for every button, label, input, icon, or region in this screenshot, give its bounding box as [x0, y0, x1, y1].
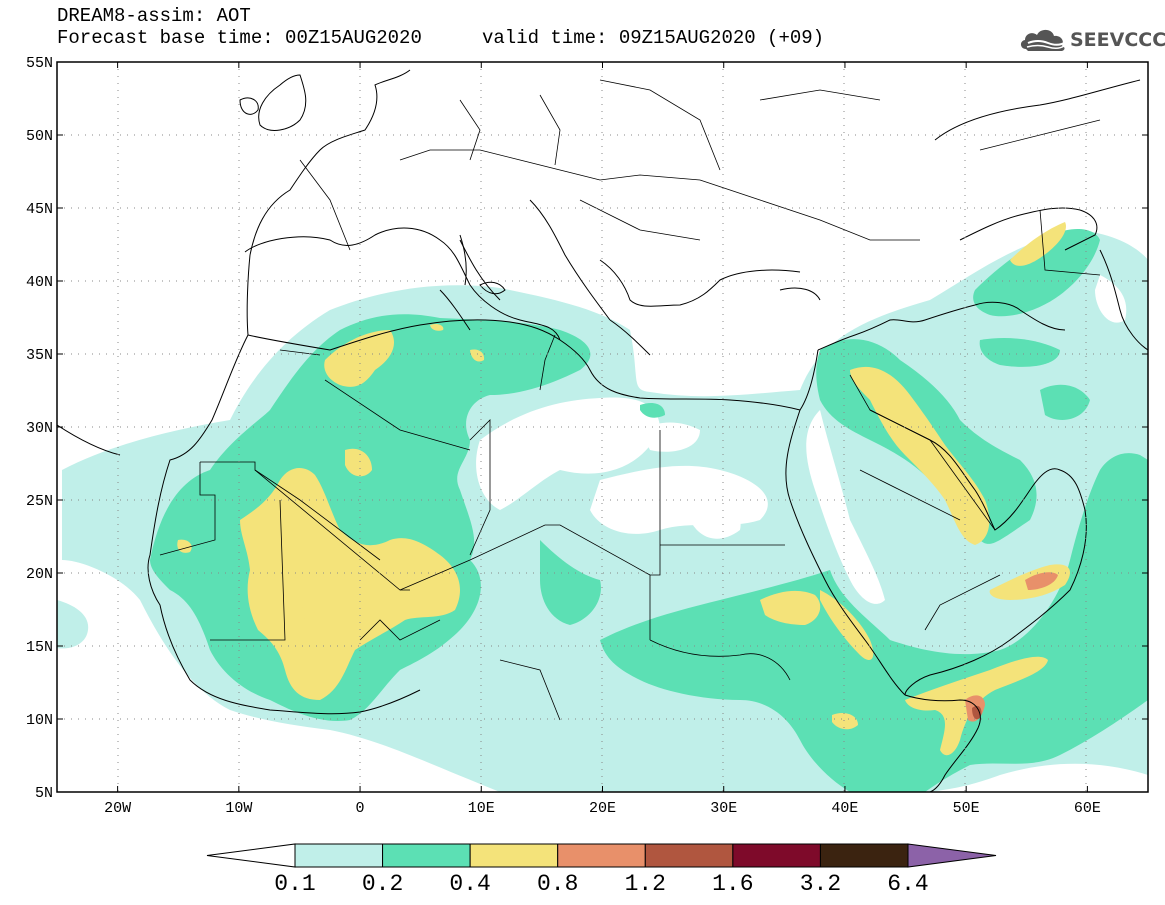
colorbar-label: 6.4 — [887, 871, 929, 897]
colorbar-label: 3.2 — [799, 871, 842, 897]
lon-label-60e: 60E — [1074, 800, 1101, 817]
longitude-labels: 20W 10W 0 10E 20E 30E 40E 50E 60E — [104, 800, 1101, 817]
logo-text: SEEVCCC — [1070, 29, 1165, 51]
aot-fields — [57, 62, 1148, 792]
aot-below-0-1 — [476, 275, 1127, 604]
lon-label-20w: 20W — [104, 800, 131, 817]
lat-label-35n: 35N — [26, 347, 53, 364]
seevccc-logo: SEEVCCC — [1018, 25, 1165, 55]
cloud-icon — [1020, 29, 1067, 51]
lat-label-5n: 5N — [35, 785, 53, 802]
map-title: DREAM8-assim: AOT — [57, 5, 251, 27]
colorbar-swatch-1.6 — [732, 843, 821, 868]
colorbar — [206, 843, 997, 868]
lon-label-50e: 50E — [953, 800, 980, 817]
colorbar-low-arrow — [206, 843, 296, 868]
colorbar-label: 1.2 — [624, 871, 666, 897]
coastlines — [57, 199, 1148, 792]
colorbar-swatch-1.2 — [644, 843, 734, 868]
colorbar-high-arrow — [907, 843, 997, 868]
colorbar-label: 1.6 — [712, 871, 754, 897]
colorbar-label: 0.2 — [361, 871, 404, 897]
lat-label-30n: 30N — [26, 420, 53, 437]
lon-label-20e: 20E — [589, 800, 616, 817]
axis-ticks — [57, 61, 1148, 793]
lat-label-20n: 20N — [26, 566, 53, 583]
lon-label-0: 0 — [356, 800, 365, 817]
aot-level-0-4 — [177, 222, 1070, 756]
latitude-labels: 55N 50N 45N 40N 35N 30N 25N 20N 15N 10N 5N — [26, 55, 53, 802]
lat-label-25n: 25N — [26, 493, 53, 510]
lat-label-45n: 45N — [26, 201, 53, 218]
colorbar-label: 0.4 — [449, 871, 491, 897]
colorbar-label: 0.8 — [536, 871, 579, 897]
lon-label-30e: 30E — [710, 800, 737, 817]
lat-label-50n: 50N — [26, 128, 53, 145]
country-borders — [159, 79, 1101, 721]
colorbar-label: 0.1 — [274, 871, 316, 897]
aot-level-1-2 — [972, 705, 982, 720]
colorbar-swatch-0.8 — [557, 843, 646, 868]
forecast-base-time: Forecast base time: 00Z15AUG2020 — [57, 27, 422, 49]
lat-label-55n: 55N — [26, 55, 53, 72]
europe-coastlines — [239, 69, 1141, 331]
valid-time: valid time: 09Z15AUG2020 (+09) — [482, 27, 825, 49]
colorbar-swatch-0.1 — [294, 843, 384, 868]
lat-label-15n: 15N — [26, 639, 53, 656]
lat-label-10n: 10N — [26, 712, 53, 729]
graticule — [57, 62, 1148, 792]
colorbar-swatch-0.2 — [382, 843, 471, 868]
lat-label-40n: 40N — [26, 274, 53, 291]
lon-label-10w: 10W — [225, 800, 252, 817]
lon-label-10e: 10E — [468, 800, 495, 817]
colorbar-swatch-3.2 — [819, 843, 909, 868]
colorbar-swatch-0.4 — [469, 843, 559, 868]
lon-label-40e: 40E — [831, 800, 858, 817]
